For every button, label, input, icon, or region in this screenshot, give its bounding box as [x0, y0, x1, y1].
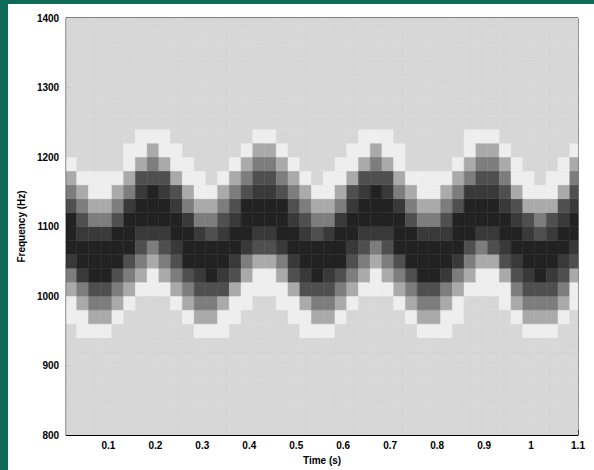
- svg-text:0.8: 0.8: [430, 440, 444, 451]
- svg-text:800: 800: [42, 430, 59, 441]
- svg-text:1000: 1000: [37, 291, 60, 302]
- svg-text:0.4: 0.4: [242, 440, 256, 451]
- svg-text:0.6: 0.6: [336, 440, 350, 451]
- svg-text:0.2: 0.2: [148, 440, 162, 451]
- svg-text:1100: 1100: [37, 221, 59, 232]
- svg-text:1400: 1400: [37, 13, 60, 24]
- svg-text:Frequency (Hz): Frequency (Hz): [16, 190, 27, 262]
- svg-text:0.3: 0.3: [195, 440, 209, 451]
- svg-text:1.1: 1.1: [571, 440, 585, 451]
- svg-text:Time (s): Time (s): [303, 455, 341, 466]
- svg-text:0.9: 0.9: [477, 440, 491, 451]
- svg-text:0.7: 0.7: [383, 440, 397, 451]
- svg-text:1200: 1200: [37, 152, 60, 163]
- svg-text:0.1: 0.1: [101, 440, 115, 451]
- svg-text:1: 1: [528, 440, 534, 451]
- svg-text:900: 900: [42, 360, 59, 371]
- svg-text:0.5: 0.5: [289, 440, 303, 451]
- svg-text:1300: 1300: [37, 82, 60, 93]
